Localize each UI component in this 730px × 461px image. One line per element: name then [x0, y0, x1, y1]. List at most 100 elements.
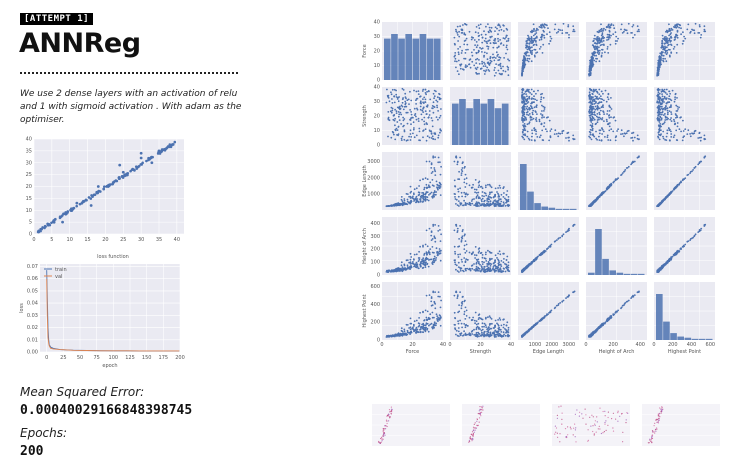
data-point	[535, 30, 537, 32]
data-point	[592, 96, 594, 98]
data-point	[526, 45, 529, 48]
data-point	[455, 30, 458, 33]
data-point	[632, 160, 634, 163]
data-point	[662, 89, 664, 92]
data-point	[500, 42, 503, 45]
data-point	[413, 89, 415, 92]
data-point	[531, 46, 533, 49]
data-point	[89, 197, 93, 200]
data-point	[396, 134, 398, 136]
data-point	[592, 40, 595, 43]
data-point	[497, 192, 499, 195]
data-point	[505, 331, 507, 334]
data-point	[527, 60, 530, 63]
data-point	[636, 134, 639, 137]
data-point	[419, 331, 422, 333]
data-point	[693, 32, 696, 35]
data-point	[658, 65, 661, 68]
data-point	[425, 160, 428, 163]
data-point	[505, 46, 508, 49]
y-tick-label: 0.01	[27, 337, 38, 343]
data-point	[439, 173, 442, 176]
data-point	[588, 130, 591, 133]
data-point	[536, 256, 539, 258]
data-point	[432, 324, 435, 327]
data-point	[494, 264, 497, 267]
data-point	[484, 65, 487, 67]
data-point	[474, 31, 477, 34]
data-point	[597, 40, 599, 42]
data-point	[454, 52, 457, 54]
data-point	[424, 309, 427, 312]
data-point	[470, 265, 473, 267]
data-point	[600, 90, 603, 93]
data-point	[533, 28, 535, 31]
data-point	[409, 139, 412, 141]
histogram-bar	[466, 108, 473, 145]
data-point	[415, 97, 418, 100]
y-tick-label: 25	[26, 172, 32, 178]
data-point	[620, 129, 623, 132]
data-point	[435, 322, 438, 325]
data-point	[115, 179, 119, 183]
data-point	[479, 252, 482, 255]
data-point	[428, 90, 430, 93]
data-point	[595, 57, 597, 60]
data-point	[588, 109, 591, 112]
data-point	[417, 93, 420, 95]
data-point	[484, 253, 487, 256]
data-point	[595, 199, 597, 202]
data-point	[597, 36, 599, 38]
data-point	[428, 294, 431, 296]
data-point	[561, 235, 564, 238]
data-point	[532, 97, 535, 100]
data-point	[491, 35, 493, 38]
data-point	[505, 201, 507, 204]
data-point	[588, 135, 590, 138]
data-point	[480, 67, 482, 70]
data-point	[171, 143, 175, 146]
data-point	[477, 251, 480, 254]
data-point	[528, 57, 531, 60]
data-point	[458, 271, 460, 273]
data-point	[485, 25, 487, 28]
data-point	[434, 138, 436, 141]
data-point	[418, 250, 420, 253]
data-point	[425, 319, 428, 321]
data-point	[596, 43, 598, 45]
data-point	[475, 52, 478, 55]
data-point	[400, 264, 403, 267]
data-point	[483, 199, 486, 202]
data-point	[388, 100, 391, 103]
data-point	[499, 65, 502, 67]
data-point	[537, 29, 539, 31]
data-point	[527, 101, 530, 103]
data-point	[455, 223, 458, 226]
data-point	[426, 327, 429, 330]
histogram-bar	[527, 191, 534, 210]
data-point	[678, 106, 680, 109]
data-point	[678, 182, 681, 185]
data-point	[675, 251, 677, 254]
data-point	[631, 32, 633, 34]
data-point	[600, 37, 603, 40]
data-point	[418, 191, 421, 194]
data-point	[525, 93, 527, 95]
data-point	[589, 114, 592, 117]
data-point	[527, 36, 530, 38]
data-point	[468, 63, 470, 66]
data-point	[472, 316, 474, 319]
data-point	[693, 167, 696, 169]
data-point	[698, 162, 701, 165]
data-point	[673, 118, 675, 121]
data-point	[432, 92, 435, 95]
data-point	[668, 34, 670, 37]
data-point	[419, 245, 421, 248]
data-point	[417, 90, 420, 92]
data-point	[395, 127, 398, 130]
data-point	[593, 111, 596, 113]
data-point	[500, 200, 503, 203]
data-point	[497, 33, 499, 36]
data-point	[458, 170, 460, 173]
data-point	[473, 39, 476, 41]
